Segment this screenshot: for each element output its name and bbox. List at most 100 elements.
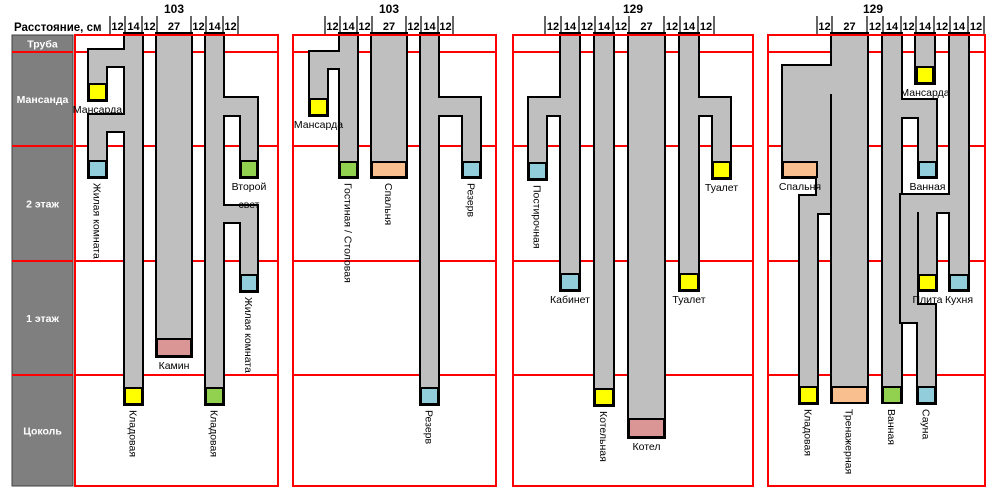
terminal-label: Плита (912, 294, 942, 306)
terminal-label: Кладовая (208, 410, 220, 457)
duct-fill (463, 98, 480, 177)
duct-fill (125, 34, 142, 404)
column-width-label: 27 (168, 21, 180, 33)
duct-fill (561, 34, 579, 290)
section-total-label: 103 (379, 2, 399, 16)
terminal-label: Жилая комната (242, 297, 254, 373)
terminal-square (420, 387, 439, 405)
terminal-square (918, 161, 937, 178)
terminal-square (949, 274, 969, 291)
terminal-square (831, 386, 868, 404)
terminal-square (712, 161, 731, 179)
column-width-label: 12 (224, 21, 236, 33)
duct (370, 32, 408, 179)
duct-fill (372, 34, 406, 177)
terminal-label: Туалет (705, 182, 738, 194)
duct-fill (529, 98, 546, 179)
terminal-label: Кабинет (550, 294, 590, 306)
column-width-label: 14 (564, 21, 577, 33)
section-border (767, 34, 986, 487)
column-width-label: 27 (843, 21, 855, 33)
duct-fill (817, 94, 830, 213)
section-total-label: 103 (164, 2, 184, 16)
column-width-label: 14 (886, 21, 899, 33)
duct-fill (901, 195, 917, 322)
column-width-label: 12 (666, 21, 678, 33)
distance-label: Расстояние, см (14, 22, 101, 34)
terminal-label: Сауна (920, 409, 932, 439)
column-width-label: 14 (598, 21, 611, 33)
column-width-label: 12 (902, 21, 914, 33)
terminal-label: Резерв (423, 410, 435, 445)
sidebar-row-label: Цоколь (23, 426, 62, 438)
terminal-label: Спальня (382, 183, 394, 225)
terminal-square (799, 386, 818, 404)
column-width-label: 14 (342, 21, 355, 33)
duct-fill (832, 34, 867, 402)
terminal-label: Второй (232, 181, 267, 193)
column-width-label: 12 (358, 21, 370, 33)
section-border (74, 34, 279, 487)
sidebar-row-label: 1 этаж (26, 313, 59, 325)
terminal-label: Постирочная (531, 185, 543, 249)
sidebar: Труба Мансанда 2 этаж 1 этаж Цоколь (11, 34, 74, 487)
duct-fill (680, 34, 698, 290)
column-width-label: 12 (700, 21, 712, 33)
terminal-square (309, 98, 328, 116)
column-width-label: 14 (127, 21, 140, 33)
duct-fill (713, 98, 730, 178)
column-width-label: 12 (970, 21, 982, 33)
terminal-square (528, 162, 547, 180)
terminal-square (918, 274, 937, 291)
column-width-label: 12 (143, 21, 155, 33)
section-border (512, 34, 754, 487)
terminal-square (916, 66, 934, 84)
column-width-label: 12 (439, 21, 451, 33)
terminal-square (882, 386, 902, 404)
terminal-label: Кладовая (127, 410, 139, 457)
terminal-label: свет (238, 199, 259, 211)
duct (781, 32, 869, 405)
duct-fill (241, 98, 257, 177)
column-width-label: 12 (326, 21, 338, 33)
duct-fill (800, 196, 817, 403)
column-width-label: 12 (547, 21, 559, 33)
terminal-square (240, 160, 258, 178)
terminal-square (782, 161, 818, 178)
sidebar-row-label: Мансанда (17, 94, 69, 106)
terminal-square (124, 387, 143, 405)
duct-fill (629, 34, 664, 437)
column-width-label: 12 (407, 21, 419, 33)
terminal-label: Мансарда (73, 104, 122, 116)
terminal-label: Котельная (597, 411, 609, 462)
terminal-label: Кладовая (802, 409, 814, 456)
column-width-label: 12 (615, 21, 627, 33)
column-width-label: 12 (581, 21, 593, 33)
column-width-label: 12 (869, 21, 881, 33)
terminal-square (156, 338, 192, 357)
column-width-label: 14 (683, 21, 696, 33)
terminal-label: Резерв (465, 183, 477, 218)
duct-fill (241, 206, 257, 291)
column-width-label: 14 (423, 21, 436, 33)
terminal-label: Жилая комната (91, 183, 103, 259)
duct-fill (783, 66, 817, 177)
sidebar-row-label: Труба (27, 39, 58, 51)
column-width-label: 14 (208, 21, 221, 33)
section-border (292, 34, 497, 487)
section-3: 12 14 12 14 12 27 12 14 12 129 Постирочная Кабинет К… (512, 2, 754, 487)
duct (627, 32, 666, 439)
duct-fill (340, 34, 357, 177)
terminal-label: Кухня (945, 294, 973, 306)
terminal-label: Котел (632, 441, 660, 453)
duct-fill (919, 195, 936, 290)
terminal-label: Спальня (779, 181, 821, 193)
terminal-square (462, 161, 481, 178)
column-width-label: 12 (818, 21, 830, 33)
duct-fill (421, 34, 438, 404)
terminal-square (88, 83, 107, 101)
